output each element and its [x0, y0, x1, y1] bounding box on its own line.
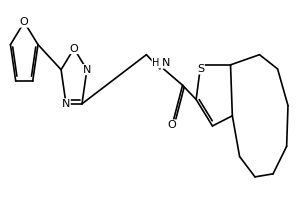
Text: N: N — [162, 58, 170, 68]
Text: N: N — [83, 65, 91, 75]
Text: S: S — [197, 64, 204, 74]
Text: N: N — [62, 99, 70, 109]
Text: O: O — [20, 17, 28, 27]
Text: H: H — [152, 58, 160, 68]
Text: O: O — [168, 120, 176, 130]
Text: O: O — [70, 44, 78, 54]
